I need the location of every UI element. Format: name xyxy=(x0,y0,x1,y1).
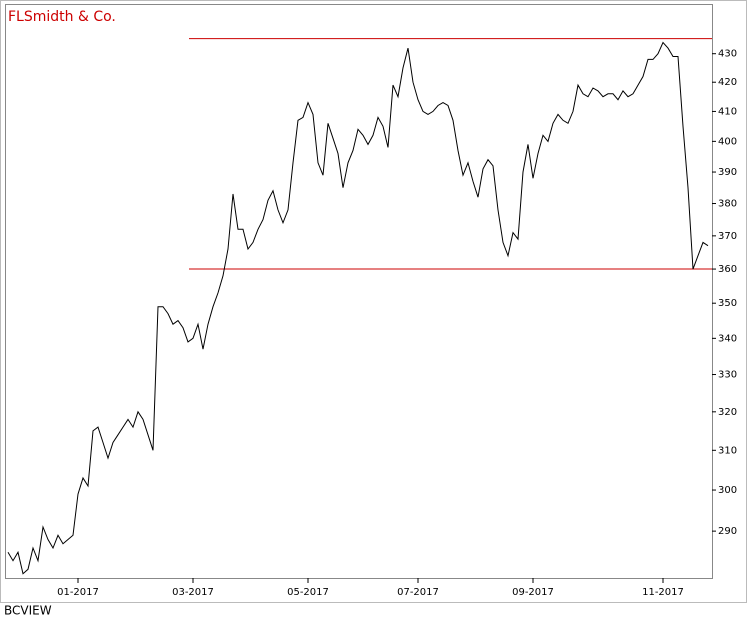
y-tick-label: 300 xyxy=(718,485,737,496)
x-tick-label: 05-2017 xyxy=(287,587,329,598)
x-tick-label: 03-2017 xyxy=(172,587,214,598)
source: BCVIEW xyxy=(4,604,52,618)
y-tick-label: 380 xyxy=(718,199,737,210)
y-tick-label: 330 xyxy=(718,370,737,381)
y-tick-label: 320 xyxy=(718,407,737,418)
y-tick-label: 420 xyxy=(718,77,737,88)
y-tick-label: 340 xyxy=(718,333,737,344)
x-tick-label: 11-2017 xyxy=(642,587,684,598)
y-tick-label: 350 xyxy=(718,298,737,309)
y-tick-label: 410 xyxy=(718,106,737,117)
x-tick-label: 01-2017 xyxy=(57,587,99,598)
price-line xyxy=(7,41,709,575)
y-tick-label: 310 xyxy=(718,445,737,456)
y-tick-label: 290 xyxy=(718,526,737,537)
outer-border xyxy=(0,0,747,603)
x-tick-label: 07-2017 xyxy=(397,587,439,598)
y-tick-label: 390 xyxy=(718,167,737,178)
y-tick-label: 400 xyxy=(718,136,737,147)
y-tick-label: 430 xyxy=(718,49,737,60)
chart-title: FLSmidth & Co. xyxy=(8,9,116,25)
plot-frame xyxy=(5,4,713,579)
x-tick-label: 09-2017 xyxy=(512,587,554,598)
y-tick-label: 360 xyxy=(718,264,737,275)
y-tick-label: 370 xyxy=(718,231,737,242)
